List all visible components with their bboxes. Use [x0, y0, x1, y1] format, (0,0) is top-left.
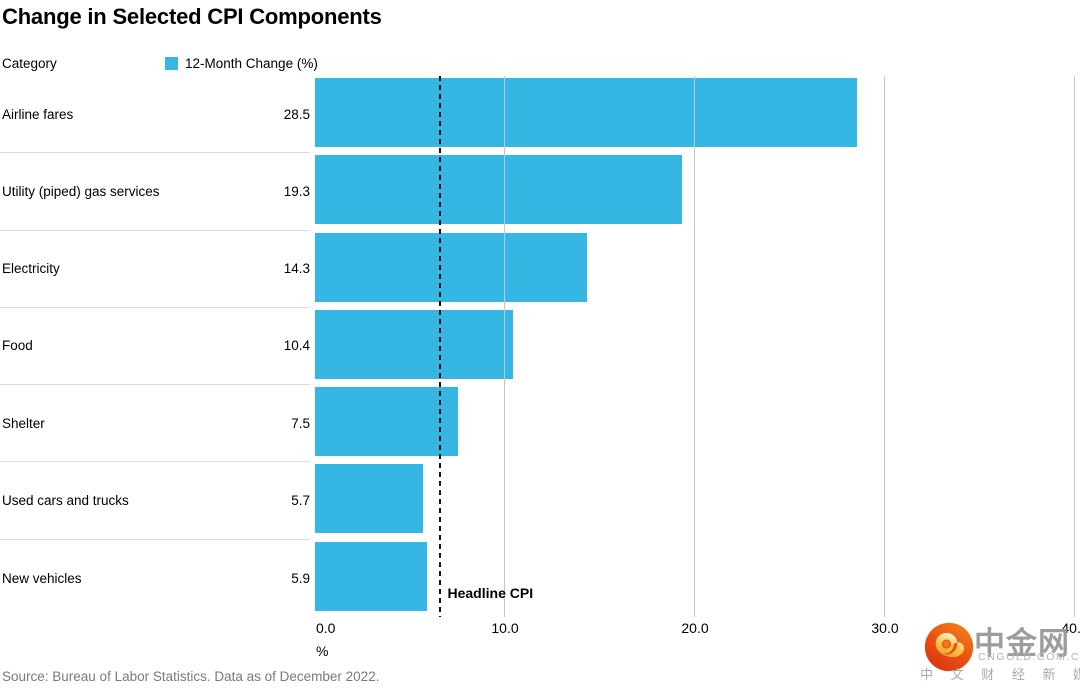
chart-title: Change in Selected CPI Components: [2, 4, 382, 29]
category-label-column: Airline fares 28.5 Utility (piped) gas ser…: [0, 76, 310, 617]
legend: 12-Month Change (%): [165, 56, 318, 71]
cngold-watermark: 中金网 CNGOLD.COM.CN 中 文 财 经 新 媒 体: [905, 610, 1080, 690]
legend-label: 12-Month Change (%): [185, 56, 318, 71]
x-axis-unit: %: [316, 643, 329, 659]
headline-cpi-reference-line: [438, 76, 441, 617]
category-value: 28.5: [283, 106, 310, 122]
chart-row: Shelter 7.5: [0, 385, 310, 463]
gridline: [884, 76, 885, 617]
category-column-header: Category: [2, 56, 57, 71]
category-value: 19.3: [283, 183, 310, 199]
category-label: Airline fares: [2, 106, 74, 122]
legend-swatch-icon: [165, 57, 178, 70]
chart-header-row: Category 12-Month Change (%): [2, 56, 1078, 72]
chart-row: Used cars and trucks 5.7: [0, 462, 310, 540]
category-label: New vehicles: [2, 570, 82, 586]
headline-cpi-label: Headline CPI: [447, 585, 534, 601]
cngold-logo-icon: [924, 622, 974, 672]
bar: [315, 309, 513, 379]
bar: [315, 464, 424, 534]
bar-chart: Airline fares 28.5 Utility (piped) gas ser…: [0, 76, 1080, 617]
cngold-name: 中金网: [974, 626, 1070, 661]
category-label: Used cars and trucks: [2, 493, 129, 509]
category-value: 14.3: [283, 261, 310, 277]
bar: [315, 155, 682, 225]
x-axis-tick-label: 40.0: [1061, 620, 1080, 636]
category-label: Electricity: [2, 261, 60, 277]
bar: [315, 541, 428, 611]
bar: [315, 232, 587, 302]
x-axis: 0.0 10.0 20.0 30.0 40.0: [0, 620, 1080, 636]
source-note: Source: Bureau of Labor Statistics. Data…: [2, 669, 380, 684]
gridline: [504, 76, 505, 617]
category-value: 5.7: [291, 493, 310, 509]
chart-row: New vehicles 5.9: [0, 540, 310, 617]
category-value: 7.5: [291, 415, 310, 431]
chart-row: Food 10.4: [0, 308, 310, 386]
plot-area: Headline CPI: [315, 76, 1075, 617]
x-axis-tick-label: 20.0: [681, 620, 709, 636]
category-label: Shelter: [2, 415, 45, 431]
category-label: Utility (piped) gas services: [2, 183, 160, 199]
chart-row: Airline fares 28.5: [0, 76, 310, 154]
x-axis-tick-label: 0.0: [316, 620, 336, 636]
category-value: 5.9: [291, 570, 310, 586]
chart-row: Electricity 14.3: [0, 231, 310, 308]
category-value: 10.4: [283, 338, 310, 354]
gridline: [1074, 76, 1075, 617]
x-axis-tick-label: 30.0: [871, 620, 899, 636]
x-axis-tick-label: 10.0: [491, 620, 519, 636]
gridline: [694, 76, 695, 617]
category-label: Food: [2, 338, 33, 354]
bar: [315, 387, 458, 457]
cngold-domain: CNGOLD.COM.CN: [978, 651, 1080, 663]
bar: [315, 78, 857, 147]
chart-row: Utility (piped) gas services 19.3: [0, 153, 310, 231]
cngold-tagline: 中 文 财 经 新 媒 体: [920, 667, 1080, 682]
